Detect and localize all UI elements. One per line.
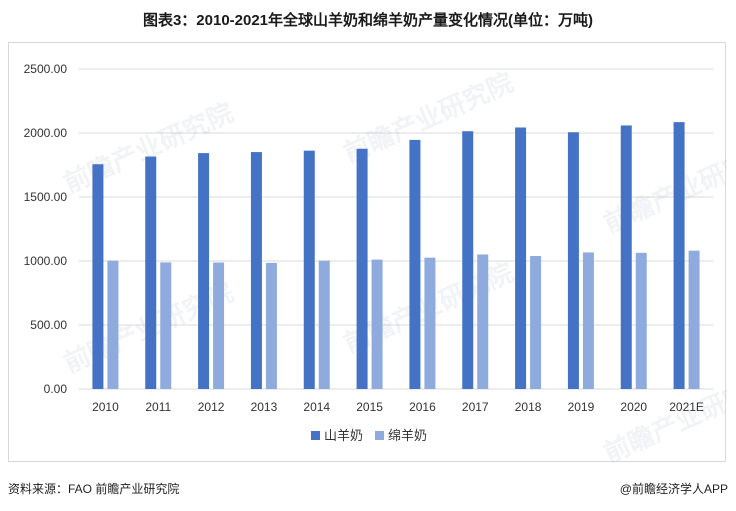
brand-credit: @前瞻经济学人APP bbox=[619, 482, 728, 496]
bar-goat-2010 bbox=[92, 164, 104, 389]
bar-goat-2019 bbox=[567, 132, 579, 389]
y-tick-label: 2500.00 bbox=[24, 62, 68, 76]
bar-chart: 前瞻产业研究院前瞻产业研究院前瞻产业研究院前瞻产业研究院前瞻产业研究院前瞻产业研… bbox=[24, 62, 727, 463]
bar-goat-2020 bbox=[620, 125, 632, 389]
x-tick-label: 2021E bbox=[669, 400, 704, 414]
x-tick-label: 2015 bbox=[356, 400, 383, 414]
x-tick-label: 2012 bbox=[198, 400, 225, 414]
y-tick-label: 500.00 bbox=[30, 318, 67, 332]
bar-sheep-2011 bbox=[160, 262, 172, 389]
bar-sheep-2012 bbox=[213, 262, 225, 389]
x-tick-label: 2010 bbox=[92, 400, 119, 414]
x-tick-label: 2020 bbox=[620, 400, 647, 414]
bar-sheep-2021E bbox=[688, 250, 700, 389]
bar-goat-2011 bbox=[145, 156, 157, 389]
gridlines bbox=[79, 68, 713, 390]
bar-sheep-2015 bbox=[371, 259, 383, 389]
bar-goat-2021E bbox=[673, 122, 685, 390]
bar-sheep-2017 bbox=[477, 254, 489, 389]
y-axis-ticks: 0.00 500.00 1000.00 1500.00 2000.00 2500.00 bbox=[24, 62, 68, 396]
x-tick-label: 2011 bbox=[145, 400, 171, 414]
legend-label: 山羊奶 bbox=[324, 428, 363, 443]
bar-goat-2018 bbox=[515, 127, 527, 389]
bar-goat-2014 bbox=[303, 150, 315, 389]
bar-sheep-2010 bbox=[107, 260, 119, 389]
bar-sheep-2020 bbox=[635, 252, 647, 389]
bar-goat-2013 bbox=[250, 152, 262, 389]
x-tick-label: 2013 bbox=[251, 400, 278, 414]
y-tick-label: 2000.00 bbox=[24, 126, 68, 140]
legend-swatch bbox=[311, 431, 320, 440]
y-tick-label: 1500.00 bbox=[24, 190, 68, 204]
x-tick-label: 2014 bbox=[303, 400, 330, 414]
bar-sheep-2016 bbox=[424, 257, 436, 389]
y-tick-label: 0.00 bbox=[44, 382, 68, 396]
x-tick-label: 2018 bbox=[515, 400, 542, 414]
bar-sheep-2019 bbox=[582, 252, 594, 389]
bar-goat-2012 bbox=[198, 153, 210, 389]
watermark-text: 前瞻产业研究院 bbox=[599, 367, 727, 463]
x-tick-label: 2016 bbox=[409, 400, 436, 414]
legend-swatch bbox=[375, 431, 384, 440]
legend: 山羊奶 绵羊奶 bbox=[311, 428, 427, 443]
x-tick-label: 2017 bbox=[462, 400, 489, 414]
source-note: 资料来源：FAO 前瞻产业研究院 bbox=[8, 482, 180, 496]
x-axis-ticks: 2010 2011 2012 2013 2014 2015 2016 2017 2018 2019… bbox=[92, 400, 704, 414]
bars bbox=[92, 122, 700, 390]
bar-goat-2015 bbox=[356, 148, 368, 389]
chart-frame: 前瞻产业研究院前瞻产业研究院前瞻产业研究院前瞻产业研究院前瞻产业研究院前瞻产业研… bbox=[8, 42, 727, 463]
watermark-text: 前瞻产业研究院 bbox=[599, 137, 727, 238]
bar-sheep-2013 bbox=[265, 262, 277, 389]
bar-goat-2016 bbox=[409, 139, 421, 389]
chart-title: 图表3：2010-2021年全球山羊奶和绵羊奶产量变化情况(单位：万吨) bbox=[142, 12, 594, 29]
x-tick-label: 2019 bbox=[568, 400, 595, 414]
bar-goat-2017 bbox=[462, 131, 474, 389]
bar-sheep-2014 bbox=[318, 260, 330, 389]
bar-sheep-2018 bbox=[530, 256, 542, 389]
legend-label: 绵羊奶 bbox=[388, 428, 427, 443]
y-tick-label: 1000.00 bbox=[24, 254, 68, 268]
